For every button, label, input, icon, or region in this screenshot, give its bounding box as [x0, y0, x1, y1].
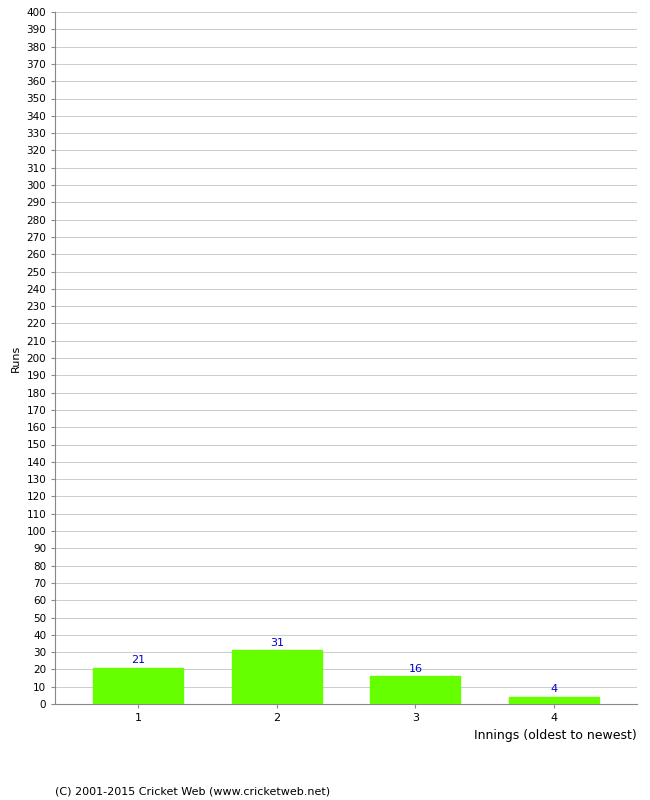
Y-axis label: Runs: Runs	[11, 344, 21, 372]
Bar	[370, 676, 460, 704]
Bar	[94, 668, 183, 704]
Bar	[509, 697, 599, 704]
Text: (C) 2001-2015 Cricket Web (www.cricketweb.net): (C) 2001-2015 Cricket Web (www.cricketwe…	[55, 786, 330, 796]
X-axis label: Innings (oldest to newest): Innings (oldest to newest)	[474, 729, 637, 742]
Text: 21: 21	[131, 655, 146, 665]
Text: 16: 16	[408, 664, 422, 674]
Bar	[232, 650, 322, 704]
Text: 31: 31	[270, 638, 284, 648]
Text: 4: 4	[551, 685, 558, 694]
